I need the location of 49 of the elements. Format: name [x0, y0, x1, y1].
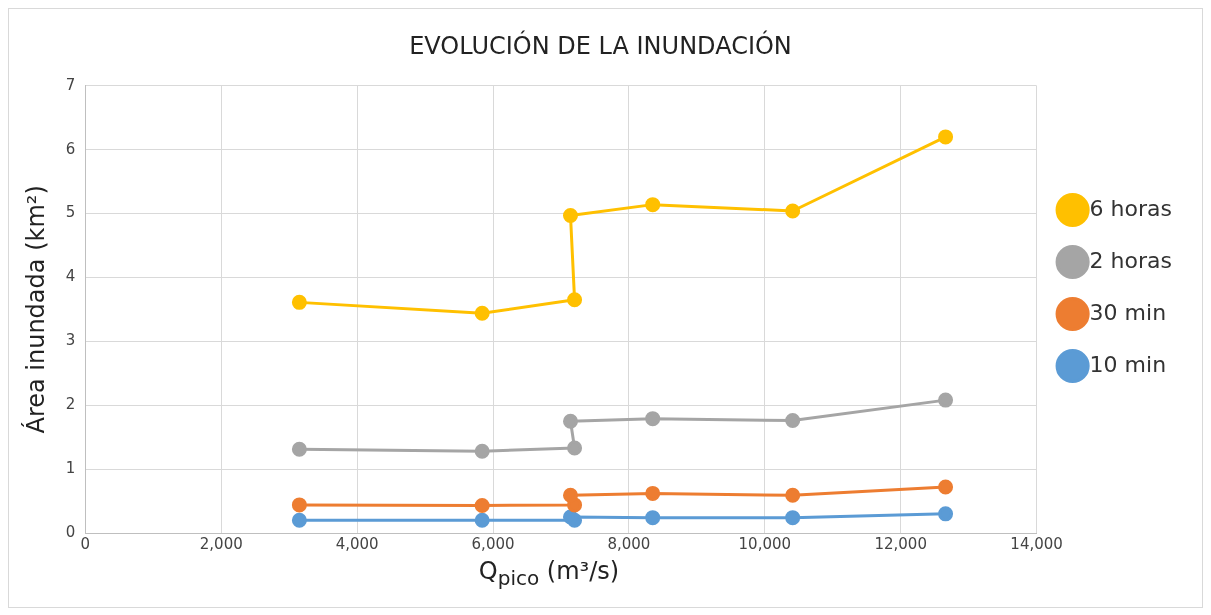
point — [474, 512, 490, 528]
point — [474, 305, 490, 321]
point — [785, 487, 801, 503]
y-tick-label: 7 — [65, 75, 76, 94]
y-tick-label: 2 — [65, 395, 76, 414]
point — [785, 203, 801, 219]
point — [938, 392, 954, 408]
point — [785, 510, 801, 526]
point — [938, 506, 954, 522]
legend-label: 10 min — [1089, 351, 1167, 377]
point — [567, 440, 583, 456]
point — [785, 413, 801, 429]
x-tick-label: 10,000 — [738, 534, 792, 553]
point — [645, 485, 661, 501]
y-tick-label: 4 — [65, 267, 76, 286]
point — [645, 510, 661, 526]
y-tick-label: 3 — [65, 331, 76, 350]
x-tick-label: 4,000 — [335, 534, 379, 553]
x-tick-label: 6,000 — [471, 534, 515, 553]
point — [938, 129, 954, 145]
chart-title: EVOLUCIÓN DE LA INUNDACIÓN — [409, 29, 792, 60]
y-tick-label: 5 — [65, 203, 76, 222]
point — [562, 207, 578, 223]
point — [645, 197, 661, 213]
point — [645, 411, 661, 427]
x-tick-label: 14,000 — [1010, 534, 1063, 553]
legend-label: 30 min — [1089, 299, 1167, 325]
point — [291, 441, 307, 457]
point — [567, 292, 583, 308]
y-tick-label: 0 — [65, 522, 76, 541]
point — [562, 509, 578, 525]
y-tick-label: 6 — [65, 139, 76, 158]
x-tick-label: 0 — [80, 534, 91, 553]
point — [562, 487, 578, 503]
x-axis-title: Q$_{pico}$ (m³/s) — [477, 557, 621, 590]
point — [562, 413, 578, 429]
point — [291, 294, 307, 310]
point — [474, 443, 490, 459]
point — [474, 498, 490, 514]
y-tick-label: 1 — [65, 459, 76, 477]
point — [291, 512, 307, 528]
x-tick-label: 2,000 — [199, 534, 243, 553]
x-tick-label: 12,000 — [874, 534, 927, 553]
point — [938, 479, 954, 495]
y-axis-title: Área inundada (km²) — [20, 185, 50, 434]
legend-label: 6 horas — [1089, 195, 1173, 221]
x-tick-label: 8,000 — [607, 534, 651, 553]
legend-label: 2 horas — [1089, 247, 1173, 273]
point — [291, 497, 307, 513]
